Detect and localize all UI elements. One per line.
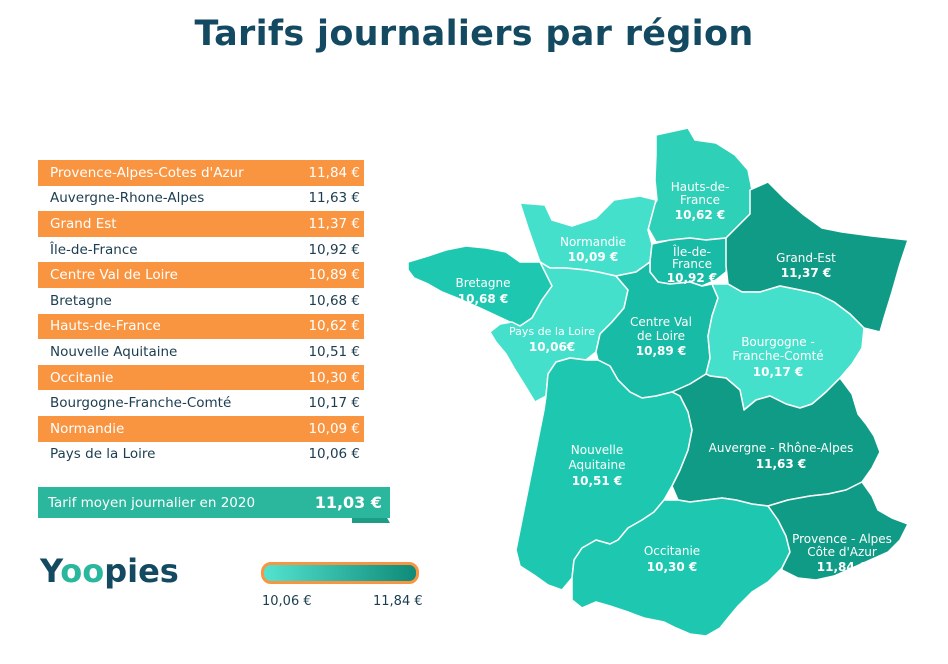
region-occitanie[interactable] <box>571 497 791 637</box>
pdl-label: Pays de la Loire <box>509 325 595 338</box>
region-provence-alpes-cote-d-azur[interactable] <box>767 481 909 581</box>
region-value: 11,84 € <box>308 164 360 181</box>
average-label: Tarif moyen journalier en 2020 <box>48 494 256 511</box>
bfc-label-2: Franche-Comté <box>732 349 823 363</box>
average-banner: Tarif moyen journalier en 2020 11,03 € <box>38 487 390 518</box>
region-value: 10,68 € <box>308 292 360 309</box>
table-row: Hauts-de-France 10,62 € <box>38 313 364 340</box>
region-name: Grand Est <box>50 215 117 232</box>
region-name: Centre Val de Loire <box>50 267 178 284</box>
table-row: Provence-Alpes-Cotes d'Azur 11,84 € <box>38 160 364 186</box>
color-scale-bar <box>261 562 419 584</box>
table-row: Île-de-France 10,92 € <box>38 237 364 263</box>
hdf-label-1: Hauts-de- <box>671 180 730 194</box>
region-name: Auvergne-Rhone-Alpes <box>50 190 205 207</box>
idf-label-2: France <box>672 257 712 271</box>
bfc-value: 10,17 € <box>753 365 803 379</box>
na-value: 10,51 € <box>572 474 622 488</box>
region-value: 10,17 € <box>308 395 360 412</box>
grandest-value: 11,37 € <box>781 266 831 280</box>
region-value: 11,37 € <box>308 215 360 232</box>
bretagne-label: Bretagne <box>456 276 511 290</box>
pdl-value: 10,06€ <box>529 340 575 354</box>
table-row: Grand Est 11,37 € <box>38 211 364 237</box>
paca-value: 11,84 € <box>817 560 867 574</box>
table-row: Normandie 10,09 € <box>38 415 364 442</box>
table-row: Centre Val de Loire 10,89 € <box>38 262 364 288</box>
paca-label-1: Provence - Alpes <box>792 532 892 546</box>
region-value: 10,51 € <box>308 343 360 360</box>
bfc-label-1: Bourgogne - <box>741 335 815 349</box>
cvl-label-2: de Loire <box>637 329 685 343</box>
yoopies-logo: Yoopies <box>40 552 179 590</box>
region-value: 11,63 € <box>308 190 360 207</box>
region-name: Occitanie <box>50 369 114 386</box>
ara-label: Auvergne - Rhône-Alpes <box>709 441 854 455</box>
average-value: 11,03 € <box>314 493 382 512</box>
rates-table: Provence-Alpes-Cotes d'Azur 11,84 € Auver… <box>38 160 364 467</box>
table-row: Bretagne 10,68 € <box>38 288 364 314</box>
region-value: 10,09 € <box>308 420 360 437</box>
region-name: Bourgogne-Franche-Comté <box>50 395 232 412</box>
region-name: Nouvelle Aquitaine <box>50 343 178 360</box>
page-title: Tarifs journaliers par région <box>194 14 754 54</box>
paca-label-2: Côte d'Azur <box>807 545 877 559</box>
region-value: 10,30 € <box>308 369 360 386</box>
hdf-label-2: France <box>680 193 720 207</box>
normandie-label: Normandie <box>560 235 626 249</box>
ara-value: 11,63 € <box>756 457 806 471</box>
bretagne-value: 10,68 € <box>458 292 508 306</box>
na-label-2: Aquitaine <box>569 458 626 472</box>
hdf-value: 10,62 € <box>675 208 725 222</box>
region-name: Bretagne <box>50 292 112 309</box>
table-row: Pays de la Loire 10,06 € <box>38 442 364 468</box>
table-row: Nouvelle Aquitaine 10,51 € <box>38 339 364 365</box>
na-label-1: Nouvelle <box>571 443 623 457</box>
region-value: 10,92 € <box>308 241 360 258</box>
cvl-value: 10,89 € <box>636 344 686 358</box>
region-name: Pays de la Loire <box>50 446 156 463</box>
region-value: 10,06 € <box>308 446 360 463</box>
occ-value: 10,30 € <box>647 560 697 574</box>
table-row: Occitanie 10,30 € <box>38 364 364 391</box>
scale-max-label: 11,84 € <box>373 594 423 609</box>
region-name: Provence-Alpes-Cotes d'Azur <box>50 164 244 181</box>
scale-min-label: 10,06 € <box>262 594 312 609</box>
region-value: 10,62 € <box>308 318 360 335</box>
grandest-label: Grand-Est <box>776 251 836 265</box>
idf-value: 10,92 € <box>667 271 717 285</box>
idf-label-1: Île-de- <box>672 244 711 259</box>
region-labels: Hauts-de- France 10,62 € Normandie 10,09… <box>456 180 892 574</box>
region-name: Hauts-de-France <box>50 318 161 335</box>
region-name: Île-de-France <box>50 241 138 258</box>
region-value: 10,89 € <box>308 267 360 284</box>
occ-label: Occitanie <box>644 544 700 558</box>
table-row: Auvergne-Rhone-Alpes 11,63 € <box>38 186 364 212</box>
table-row: Bourgogne-Franche-Comté 10,17 € <box>38 390 364 416</box>
normandie-value: 10,09 € <box>568 250 618 264</box>
cvl-label-1: Centre Val <box>630 315 692 329</box>
region-name: Normandie <box>50 420 125 437</box>
